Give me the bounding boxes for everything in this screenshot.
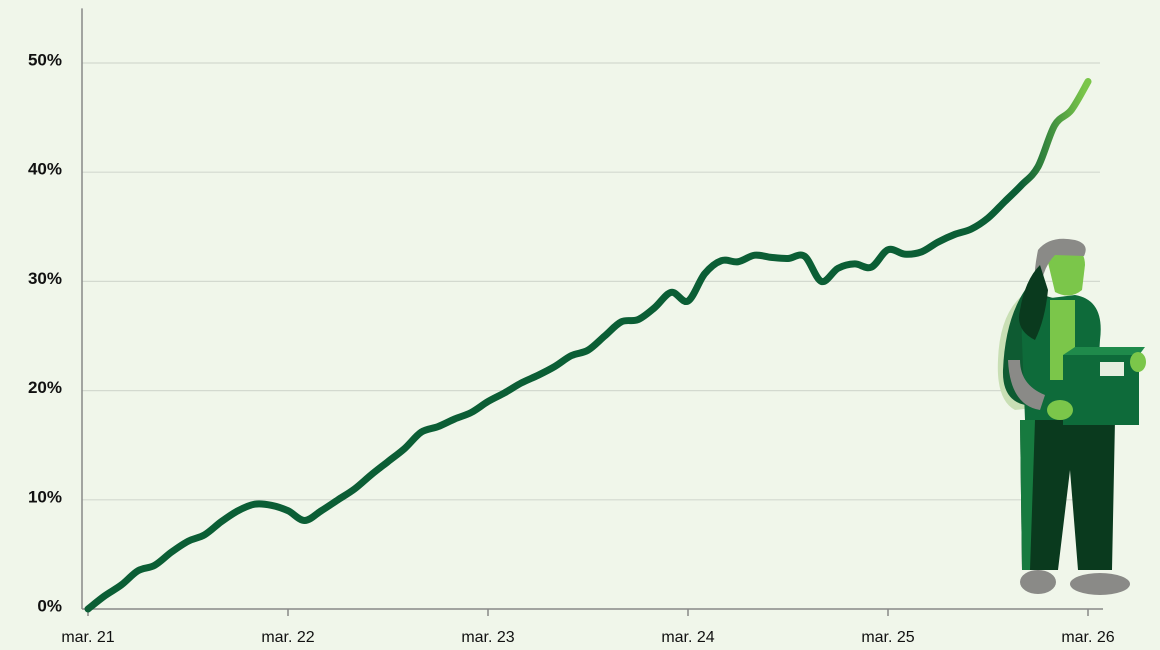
y-tick-label: 30%	[28, 269, 62, 288]
x-tick-label: mar. 21	[61, 629, 114, 646]
illus-shape	[1019, 265, 1048, 340]
y-tick-label: 50%	[28, 50, 62, 69]
y-tick-label: 20%	[28, 378, 62, 397]
x-tick-label: mar. 24	[661, 629, 714, 646]
x-tick-label: mar. 22	[261, 629, 314, 646]
grid: 0% 10% 20% 30% 40% 50% mar. 21 mar. 22 mar. 23 ma…	[28, 8, 1115, 646]
x-tick-label: mar. 23	[461, 629, 514, 646]
line-series	[84, 78, 1092, 613]
y-tick-label: 40%	[28, 160, 62, 179]
y-tick-label: 0%	[37, 596, 62, 615]
y-tick-label: 10%	[28, 487, 62, 506]
illus-shape	[1020, 570, 1056, 594]
illus-box	[1063, 347, 1145, 355]
illus-shape	[1020, 420, 1035, 570]
illus-hand	[1130, 352, 1146, 372]
illus-shape	[1008, 360, 1045, 410]
illus-shape	[1070, 573, 1130, 595]
plot	[84, 78, 1092, 613]
x-tick-label: mar. 25	[861, 629, 914, 646]
courier-illustration	[997, 238, 1146, 595]
illus-hand	[1047, 400, 1073, 420]
illus-shape	[1020, 420, 1115, 570]
illus-shape	[1034, 238, 1086, 300]
x-tick-label: mar. 26	[1061, 629, 1114, 646]
illus-label	[1100, 362, 1124, 376]
